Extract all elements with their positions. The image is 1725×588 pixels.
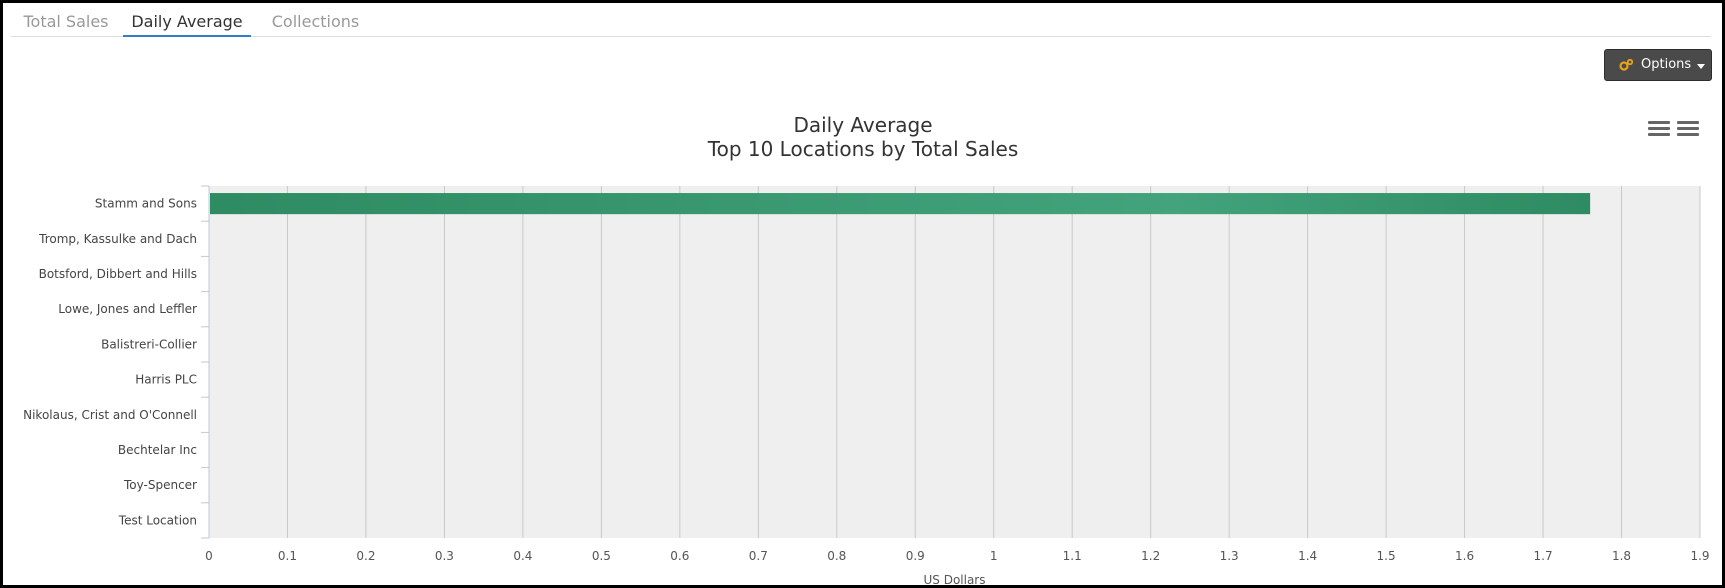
chart-subtitle: Top 10 Locations by Total Sales (707, 137, 1019, 161)
x-tick-label: 1 (990, 549, 998, 563)
category-label: Test Location (118, 513, 197, 527)
x-tick-label: 1.5 (1377, 549, 1396, 563)
tab-collections[interactable]: Collections (271, 12, 360, 31)
category-label: Toy-Spencer (123, 478, 197, 492)
hamburger-menu-icon-2[interactable] (1677, 121, 1699, 139)
x-tick-label: 1.6 (1455, 549, 1474, 563)
x-tick-label: 0 (205, 549, 213, 563)
tab-total-sales[interactable]: Total Sales (23, 12, 109, 31)
caret-down-icon (1697, 64, 1705, 69)
x-tick-label: 1.1 (1063, 549, 1082, 563)
gears-icon (1619, 58, 1633, 71)
x-tick-label: 1.4 (1298, 549, 1317, 563)
hamburger-menu-icon[interactable] (1648, 121, 1670, 139)
bar (210, 193, 1591, 215)
x-tick-label: 0.9 (906, 549, 925, 563)
category-label: Bechtelar Inc (118, 443, 197, 457)
category-label: Nikolaus, Crist and O'Connell (23, 408, 197, 422)
x-tick-label: 0.5 (592, 549, 611, 563)
x-tick-label: 0.4 (513, 549, 532, 563)
x-tick-label: 1.9 (1690, 549, 1709, 563)
x-tick-label: 0.8 (827, 549, 846, 563)
x-tick-label: 0.3 (435, 549, 454, 563)
category-label: Harris PLC (135, 373, 197, 387)
tab-bar: Total Sales Daily Average Collections (11, 3, 1711, 37)
x-tick-label: 1.2 (1141, 549, 1160, 563)
x-tick-label: 1.7 (1534, 549, 1553, 563)
options-button[interactable]: Options (1604, 49, 1712, 81)
x-tick-label: 0.7 (749, 549, 768, 563)
category-label: Botsford, Dibbert and Hills (39, 267, 197, 281)
x-tick-label: 1.3 (1220, 549, 1239, 563)
x-tick-label: 0.1 (278, 549, 297, 563)
category-label: Lowe, Jones and Leffler (58, 302, 197, 316)
tab-daily-average[interactable]: Daily Average (123, 3, 251, 37)
x-tick-label: 1.8 (1612, 549, 1631, 563)
bar-chart: 0 0.1 0.2 0.3 0.4 0.5 0.6 0.7 0.8 0.9 1 1.1 1.2 1.3 1.… (23, 185, 1710, 585)
category-label: Balistreri-Collier (101, 337, 197, 351)
x-tick-label: 0.2 (356, 549, 375, 563)
plot-area (209, 186, 1700, 538)
category-label: Tromp, Kassulke and Dach (38, 232, 197, 246)
chart-title: Daily Average (793, 113, 933, 137)
x-axis-title: US Dollars (923, 573, 985, 585)
category-label: Stamm and Sons (95, 197, 197, 211)
x-tick-label: 0.6 (670, 549, 689, 563)
options-label: Options (1641, 57, 1692, 72)
